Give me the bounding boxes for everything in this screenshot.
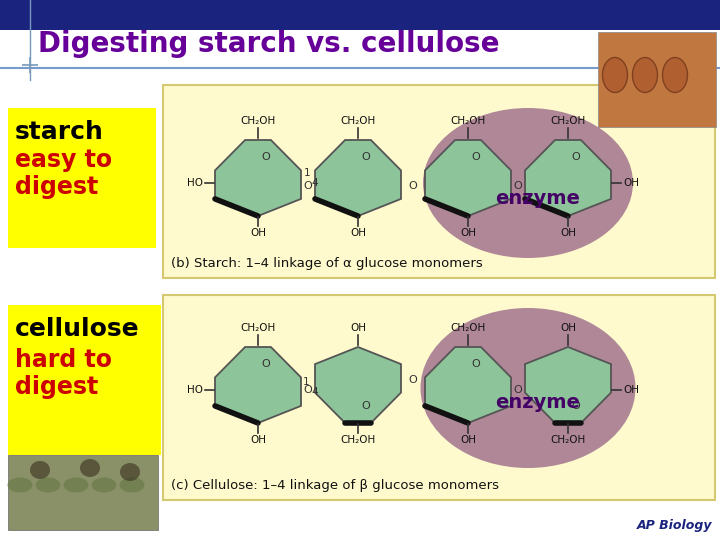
Text: CH₂OH: CH₂OH xyxy=(240,323,276,333)
FancyBboxPatch shape xyxy=(598,32,716,127)
FancyBboxPatch shape xyxy=(163,295,715,500)
Polygon shape xyxy=(215,347,301,423)
Ellipse shape xyxy=(603,57,628,92)
Text: OH: OH xyxy=(350,323,366,333)
Text: OH: OH xyxy=(623,178,639,188)
FancyBboxPatch shape xyxy=(8,108,156,248)
Ellipse shape xyxy=(120,463,140,481)
Ellipse shape xyxy=(632,57,657,92)
Ellipse shape xyxy=(35,477,60,492)
Text: CH₂OH: CH₂OH xyxy=(550,116,585,126)
Ellipse shape xyxy=(420,308,636,468)
Text: CH₂OH: CH₂OH xyxy=(341,116,376,126)
Ellipse shape xyxy=(7,477,32,492)
Text: OH: OH xyxy=(460,435,476,445)
Text: (c) Cellulose: 1–4 linkage of β glucose monomers: (c) Cellulose: 1–4 linkage of β glucose … xyxy=(171,479,499,492)
Ellipse shape xyxy=(80,459,100,477)
Polygon shape xyxy=(315,347,401,423)
Text: OH: OH xyxy=(623,385,639,395)
Text: O: O xyxy=(572,152,580,162)
Text: starch: starch xyxy=(15,120,104,144)
Text: O: O xyxy=(513,181,523,191)
Text: enzyme: enzyme xyxy=(495,188,580,207)
Text: CH₂OH: CH₂OH xyxy=(341,435,376,445)
Text: O: O xyxy=(472,359,480,369)
Ellipse shape xyxy=(120,477,145,492)
Text: O: O xyxy=(261,152,270,162)
Ellipse shape xyxy=(63,477,89,492)
Polygon shape xyxy=(525,347,611,423)
Text: (b) Starch: 1–4 linkage of α glucose monomers: (b) Starch: 1–4 linkage of α glucose mon… xyxy=(171,257,482,270)
Ellipse shape xyxy=(423,108,633,258)
Text: 4: 4 xyxy=(311,387,318,397)
Text: O: O xyxy=(472,152,480,162)
Text: OH: OH xyxy=(460,228,476,238)
Text: CH₂OH: CH₂OH xyxy=(550,435,585,445)
Text: easy to: easy to xyxy=(15,148,112,172)
Text: hard to: hard to xyxy=(15,348,112,372)
Text: O: O xyxy=(513,385,523,395)
Text: OH: OH xyxy=(350,228,366,238)
Text: CH₂OH: CH₂OH xyxy=(451,323,485,333)
Text: digest: digest xyxy=(15,375,98,399)
FancyBboxPatch shape xyxy=(8,305,161,455)
Text: O: O xyxy=(304,385,312,395)
Text: HO: HO xyxy=(187,385,203,395)
Text: O: O xyxy=(361,152,370,162)
Text: O: O xyxy=(409,375,418,385)
Ellipse shape xyxy=(662,57,688,92)
FancyBboxPatch shape xyxy=(0,0,720,30)
Text: O: O xyxy=(304,181,312,191)
Text: HO: HO xyxy=(187,178,203,188)
FancyBboxPatch shape xyxy=(8,455,158,530)
Text: O: O xyxy=(261,359,270,369)
Text: 1: 1 xyxy=(303,377,310,387)
Polygon shape xyxy=(215,140,301,216)
Polygon shape xyxy=(525,140,611,216)
Text: O: O xyxy=(572,401,580,411)
Text: AP Biology: AP Biology xyxy=(636,519,712,532)
Text: OH: OH xyxy=(560,228,576,238)
Text: cellulose: cellulose xyxy=(15,317,140,341)
Text: O: O xyxy=(361,401,370,411)
Polygon shape xyxy=(315,140,401,216)
Text: 1: 1 xyxy=(304,168,310,178)
Polygon shape xyxy=(425,347,511,423)
Ellipse shape xyxy=(30,461,50,479)
Text: OH: OH xyxy=(560,323,576,333)
Text: OH: OH xyxy=(250,435,266,445)
Text: CH₂OH: CH₂OH xyxy=(240,116,276,126)
Text: OH: OH xyxy=(250,228,266,238)
Ellipse shape xyxy=(91,477,117,492)
Text: digest: digest xyxy=(15,175,98,199)
Polygon shape xyxy=(425,140,511,216)
Text: 4: 4 xyxy=(311,178,318,188)
FancyBboxPatch shape xyxy=(163,85,715,278)
Text: O: O xyxy=(409,181,418,191)
Text: CH₂OH: CH₂OH xyxy=(451,116,485,126)
Text: enzyme: enzyme xyxy=(495,394,580,413)
Text: Digesting starch vs. cellulose: Digesting starch vs. cellulose xyxy=(38,30,500,58)
